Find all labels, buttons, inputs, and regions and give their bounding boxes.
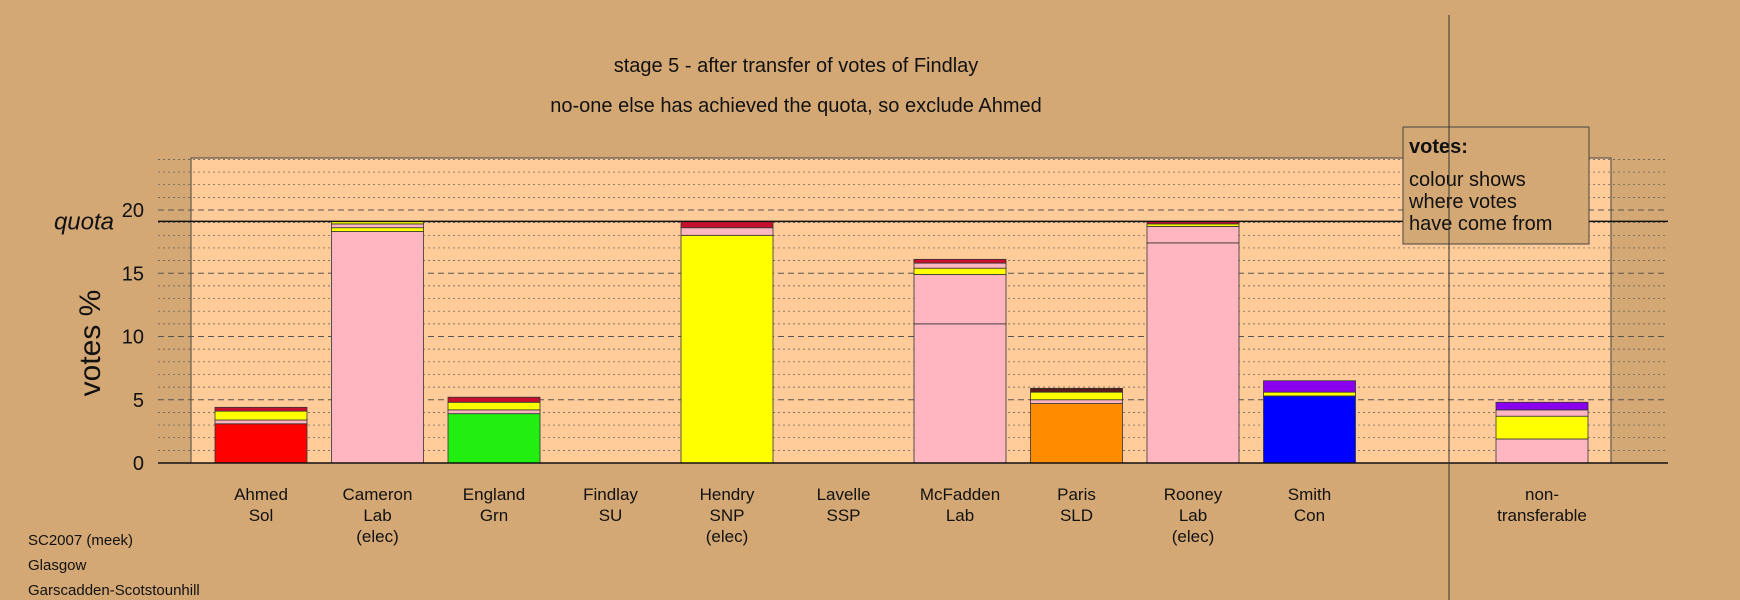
bar-segment-nt-3 xyxy=(1495,401,1589,411)
bar-segment-2-2 xyxy=(447,401,541,411)
bar-segment-6-3 xyxy=(913,262,1007,269)
bar-segment-0-2 xyxy=(214,410,308,421)
quota-label: quota xyxy=(54,208,114,235)
bar-segment-7-3 xyxy=(1030,387,1123,393)
legend-line-1: colour shows xyxy=(1409,169,1526,191)
category-label-1-2: (elec) xyxy=(356,527,399,546)
category-label-8-0: Rooney xyxy=(1164,485,1223,504)
bar-segment-4-1 xyxy=(680,227,774,236)
category-label-7-1: SLD xyxy=(1060,506,1093,525)
bar-segment-7-1 xyxy=(1030,399,1123,404)
bar-segment-0-1 xyxy=(214,419,308,425)
bars xyxy=(214,220,1589,464)
footer-line-2: Glasgow xyxy=(28,557,87,574)
category-label-8-2: (elec) xyxy=(1172,527,1215,546)
category-label-4-1: SNP xyxy=(710,506,745,525)
category-label-2-1: Grn xyxy=(480,506,508,525)
category-label-0-1: Sol xyxy=(249,506,274,525)
category-label-5-0: Lavelle xyxy=(817,485,871,504)
category-label-1-0: Cameron xyxy=(343,485,413,504)
bar-segment-8-1 xyxy=(1146,226,1240,244)
footer-line-1: SC2007 (meek) xyxy=(28,532,133,549)
category-label-6-1: Lab xyxy=(946,506,974,525)
category-label-9-1: Con xyxy=(1294,506,1325,525)
bar-segment-1-1 xyxy=(331,227,424,232)
category-label-2-0: England xyxy=(463,485,525,504)
bar-segment-6-4 xyxy=(913,258,1007,264)
bar-segment-4-0 xyxy=(680,234,774,464)
bar-segment-7-0 xyxy=(1030,403,1123,464)
bar-segment-nt-0 xyxy=(1495,438,1589,464)
category-label-3-0: Findlay xyxy=(583,485,638,504)
category-label-7-0: Paris xyxy=(1057,485,1096,504)
bar-segment-1-2 xyxy=(331,223,424,229)
bar-segment-9-2 xyxy=(1263,380,1356,393)
bar-segment-8-0 xyxy=(1146,242,1240,464)
y-tick-label: 20 xyxy=(122,200,144,222)
legend-line-3: have come from xyxy=(1409,213,1552,235)
legend-line-2: where votes xyxy=(1408,191,1517,213)
bar-segment-4-2 xyxy=(680,220,774,229)
bar-segment-nt-2 xyxy=(1495,409,1589,417)
category-label-9-0: Smith xyxy=(1288,485,1331,504)
bar-segment-7-2 xyxy=(1030,391,1123,401)
category-label-nt-0: non- xyxy=(1525,485,1559,504)
category-label-5-1: SSP xyxy=(826,506,860,525)
y-axis-label: votes % xyxy=(74,290,107,397)
axes: 0 5 10 15 20 xyxy=(122,200,1668,475)
bar-segment-9-0 xyxy=(1263,395,1356,464)
bar-segment-0-0 xyxy=(214,423,308,464)
chart-title: stage 5 - after transfer of votes of Fin… xyxy=(614,55,979,77)
category-label-3-1: SU xyxy=(599,506,623,525)
footer-line-3: Garscadden-Scotstounhill xyxy=(28,582,200,599)
legend-box xyxy=(1402,126,1590,245)
legend-title: votes: xyxy=(1409,136,1468,158)
category-label-4-0: Hendry xyxy=(700,485,755,504)
bar-segment-6-0 xyxy=(913,323,1007,464)
bar-segment-9-1 xyxy=(1263,391,1356,397)
bar-segment-6-2 xyxy=(913,267,1007,275)
bar-segment-6-1 xyxy=(913,274,1007,325)
bar-segment-0-3 xyxy=(214,406,308,412)
category-label-8-1: Lab xyxy=(1179,506,1207,525)
bar-segment-2-3 xyxy=(447,396,541,403)
category-label-nt-1: transferable xyxy=(1497,506,1587,525)
category-labels: Ahmed Sol Cameron Lab (elec) England Grn Findla… xyxy=(234,485,1587,546)
y-tick-label: 0 xyxy=(133,453,144,475)
legend: votes: colour shows where votes have com… xyxy=(1402,126,1590,245)
category-label-6-0: McFadden xyxy=(920,485,1000,504)
chart-subtitle: no-one else has achieved the quota, so e… xyxy=(550,95,1041,117)
bar-segment-2-1 xyxy=(447,409,541,415)
bar-segment-nt-1 xyxy=(1495,415,1589,440)
category-label-0-0: Ahmed xyxy=(234,485,288,504)
y-tick-label: 15 xyxy=(122,263,144,285)
category-label-1-1: Lab xyxy=(363,506,391,525)
y-tick-label: 5 xyxy=(133,390,144,412)
category-label-4-2: (elec) xyxy=(706,527,749,546)
bar-segment-1-0 xyxy=(331,231,424,464)
y-tick-label: 10 xyxy=(122,327,144,349)
bar-segment-2-0 xyxy=(447,413,541,464)
